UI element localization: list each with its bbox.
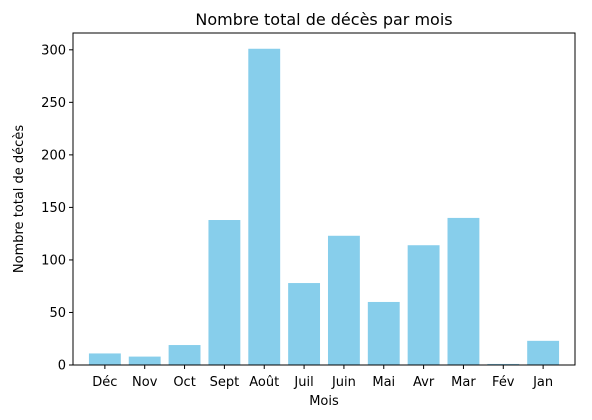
bar-7: [367, 301, 400, 365]
y-tick-label: 50: [49, 306, 66, 321]
x-axis-label: Mois: [309, 394, 339, 409]
bar-0: [88, 353, 121, 365]
x-tick-label: Mai: [372, 375, 395, 390]
bar-4: [248, 48, 281, 366]
y-tick-label: 300: [41, 43, 66, 58]
x-tick-label: Avr: [413, 375, 435, 390]
y-tick-label: 150: [41, 201, 66, 216]
bar-series: [88, 48, 560, 366]
bar-3: [208, 220, 241, 365]
y-tick-label: 100: [41, 253, 66, 268]
y-tick-label: 0: [58, 359, 66, 374]
bar-11: [527, 340, 560, 365]
y-axis-label: Nombre total de décès: [12, 125, 27, 273]
x-axis-ticks: Déc Nov Oct Sept Août Juil Juin Mai Avr Mar Fév Jan: [92, 365, 553, 390]
bar-8: [407, 245, 440, 365]
x-tick-label: Juil: [293, 375, 313, 390]
x-tick-label: Sept: [210, 375, 240, 390]
bar-2: [168, 345, 201, 365]
x-tick-label: Août: [249, 375, 279, 390]
y-tick-label: 250: [41, 96, 66, 111]
bar-9: [447, 217, 480, 365]
x-tick-label: Oct: [173, 375, 195, 390]
x-tick-label: Jan: [532, 375, 553, 390]
x-tick-label: Déc: [92, 375, 117, 390]
x-tick-label: Juin: [331, 375, 356, 390]
bar-10: [487, 363, 520, 365]
x-tick-label: Mar: [451, 375, 476, 390]
bar-5: [288, 283, 321, 365]
y-axis-ticks: 0 50 100 150 200 250 300: [41, 43, 73, 374]
bar-6: [327, 235, 360, 365]
bar-1: [128, 356, 161, 365]
y-tick-label: 200: [41, 148, 66, 163]
x-tick-label: Fév: [492, 375, 515, 390]
chart-title: Nombre total de décès par mois: [195, 10, 452, 29]
x-tick-label: Nov: [132, 375, 158, 390]
plot-area-frame: [72, 32, 576, 366]
